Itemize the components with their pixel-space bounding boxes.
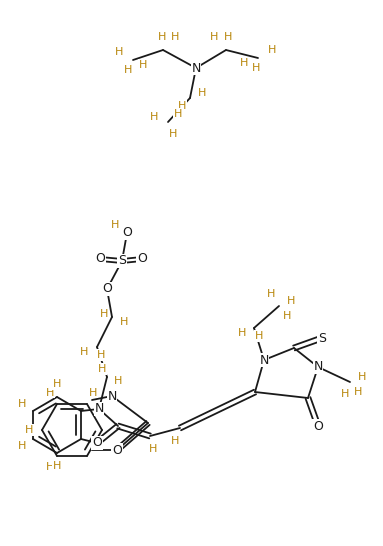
Text: N: N bbox=[259, 353, 269, 366]
Text: H: H bbox=[268, 45, 276, 55]
Text: O: O bbox=[112, 443, 122, 456]
Text: N: N bbox=[192, 62, 201, 74]
Text: H: H bbox=[53, 461, 61, 471]
Text: H: H bbox=[158, 32, 166, 42]
Text: H: H bbox=[80, 347, 88, 357]
Text: N: N bbox=[107, 389, 117, 402]
Text: H: H bbox=[46, 388, 55, 397]
Text: H: H bbox=[171, 436, 179, 446]
Text: H: H bbox=[114, 376, 122, 386]
Text: O: O bbox=[122, 227, 132, 240]
Text: H: H bbox=[210, 32, 218, 42]
Text: H: H bbox=[18, 400, 26, 410]
Text: S: S bbox=[318, 331, 326, 345]
Text: O: O bbox=[95, 252, 105, 265]
Text: H: H bbox=[53, 379, 61, 389]
Text: H: H bbox=[287, 296, 295, 306]
Text: H: H bbox=[358, 372, 366, 382]
Text: H: H bbox=[178, 101, 186, 111]
Text: H: H bbox=[171, 32, 179, 42]
Text: O: O bbox=[102, 282, 112, 295]
Text: H: H bbox=[149, 444, 157, 454]
Text: H: H bbox=[89, 388, 98, 397]
Text: S: S bbox=[118, 254, 126, 268]
Text: H: H bbox=[150, 112, 158, 122]
Text: H: H bbox=[198, 88, 206, 98]
Text: H: H bbox=[255, 331, 263, 341]
Text: H: H bbox=[283, 311, 291, 321]
Text: N: N bbox=[94, 402, 104, 416]
Text: H: H bbox=[120, 317, 128, 327]
Text: H: H bbox=[18, 441, 26, 450]
Text: H: H bbox=[240, 58, 248, 68]
Text: H: H bbox=[224, 32, 232, 42]
Text: H: H bbox=[139, 60, 147, 70]
Text: H: H bbox=[98, 364, 106, 374]
Text: N: N bbox=[313, 360, 323, 373]
Text: H: H bbox=[174, 109, 182, 119]
Text: H: H bbox=[267, 289, 275, 299]
Text: H: H bbox=[354, 387, 362, 397]
Text: H: H bbox=[46, 462, 55, 472]
Text: H: H bbox=[100, 309, 108, 319]
Text: H: H bbox=[115, 47, 123, 57]
Text: H: H bbox=[252, 63, 260, 73]
Text: H: H bbox=[97, 350, 105, 360]
Text: O: O bbox=[137, 252, 147, 265]
Text: H: H bbox=[124, 65, 132, 75]
Text: O: O bbox=[92, 436, 102, 449]
Text: O: O bbox=[313, 419, 323, 432]
Text: H: H bbox=[341, 389, 349, 399]
Text: H: H bbox=[238, 328, 246, 338]
Text: H: H bbox=[25, 425, 33, 435]
Text: H: H bbox=[169, 129, 177, 139]
Text: H: H bbox=[111, 220, 119, 230]
